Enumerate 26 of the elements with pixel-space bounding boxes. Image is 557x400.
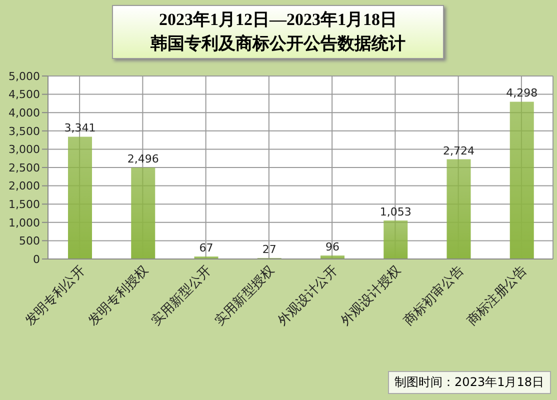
x-tick-label: 商标注册公告 (464, 263, 530, 329)
y-tick-label: 2,000 (8, 180, 40, 193)
data-label: 27 (262, 243, 276, 256)
data-label: 96 (326, 240, 340, 254)
data-label: 67 (199, 242, 214, 255)
y-tick-label: 3,000 (8, 143, 40, 156)
data-label: 2,496 (127, 152, 159, 166)
y-tick-label: 0 (33, 252, 40, 266)
x-tick-label: 外观设计公开 (275, 263, 341, 329)
chart-title: 2023年1月12日—2023年1月18日 (158, 9, 398, 31)
y-tick-label: 4,500 (8, 88, 40, 102)
y-tick-label: 500 (19, 234, 40, 248)
data-label: 4,298 (506, 86, 538, 100)
chart-subtitle: 韩国专利及商标公开公告数据统计 (150, 33, 406, 55)
x-tick-label: 实用新型授权 (212, 263, 278, 329)
y-tick-label: 4,000 (8, 106, 40, 120)
y-tick-label: 2,500 (8, 161, 40, 174)
data-label: 3,341 (64, 122, 96, 135)
data-label: 1,053 (380, 205, 412, 218)
text: 制图时间：2023年1月18日 (394, 374, 544, 391)
y-tick-label: 5,000 (8, 70, 40, 83)
y-tick-label: 3,500 (8, 124, 40, 138)
data-label: 2,724 (443, 144, 474, 158)
y-tick-label: 1,500 (8, 198, 40, 212)
x-tick-label: 发明专利公开 (22, 263, 88, 329)
y-tick-label: 1,000 (8, 216, 40, 230)
